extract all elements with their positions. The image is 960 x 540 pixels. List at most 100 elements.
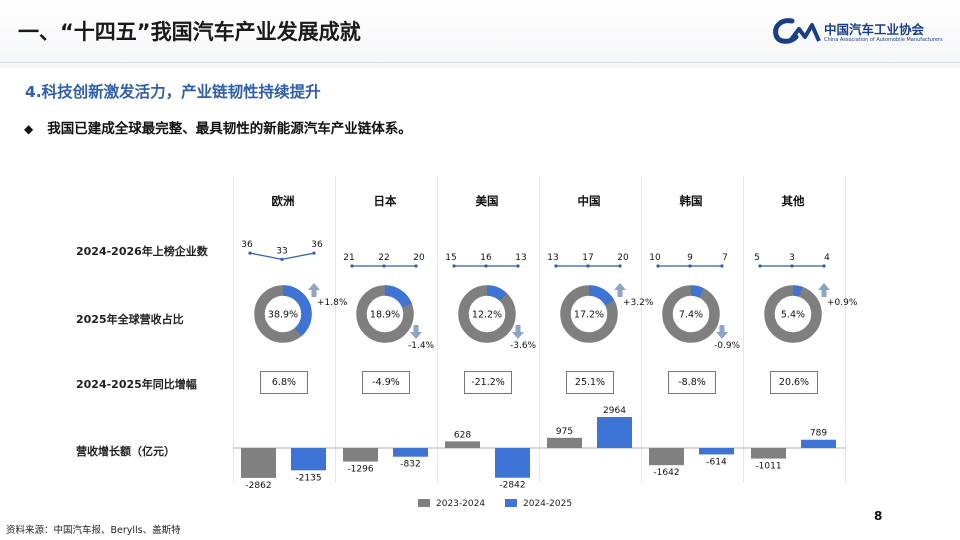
count-point [516,264,520,268]
increment-bar [343,448,378,462]
increment-bar [241,448,276,478]
count-label: 22 [378,253,389,263]
count-point [484,264,488,268]
row-label-enterprises: 2024-2026年上榜企业数 [76,245,208,258]
growth-value-box: 6.8% [260,371,308,394]
count-point [350,264,354,268]
growth-value-box: 25.1% [566,371,614,394]
increment-label: -1642 [653,468,679,478]
column-header: 欧洲 [271,194,295,208]
count-label: 4 [824,253,830,263]
count-point [452,264,456,268]
count-point [790,264,794,268]
count-point [248,251,252,255]
count-label: 5 [754,253,760,263]
increment-bar [547,437,582,448]
count-label: 20 [413,253,425,263]
count-label: 36 [241,240,253,250]
trend-change-label: -0.9% [714,341,741,351]
increment-bar [445,441,480,448]
count-label: 13 [547,253,558,263]
org-name-cn: 中国汽车工业协会 [824,22,925,37]
trend-change-label: +1.8% [317,298,348,308]
column-header: 其他 [781,194,805,208]
donut-share-arc [356,285,414,343]
count-label: 20 [617,253,629,263]
count-point [586,264,590,268]
header-divider [0,62,960,63]
column-header: 中国 [577,194,601,208]
count-point [554,264,558,268]
legend-swatch [505,499,517,507]
section-subtitle: 4.科技创新激发活力，产业链韧性持续提升 [25,83,321,101]
count-label: 9 [687,253,693,263]
trend-down-icon [512,325,524,339]
caam-logo-mark [773,18,821,44]
donut-share-arc [560,285,618,343]
increment-label: -832 [400,460,420,470]
donut-share-label: 12.2% [472,310,502,321]
count-point [720,264,724,268]
source-note: 资料来源：中国汽车报、Berylls、盖斯特 [6,525,181,536]
caam-logo: 中国汽车工业协会 China Association of Automobile… [772,17,952,57]
column-separator [233,176,234,483]
trend-down-icon [410,325,422,339]
count-label: 7 [722,253,728,263]
count-point [618,264,622,268]
legend-label: 2024-2025 [523,499,573,509]
page-number: 8 [874,509,883,523]
bullet-point: ◆ 我国已建成全球最完整、最具韧性的新能源汽车产业链体系。 [24,117,412,137]
donut-share-arc [662,285,720,343]
count-label: 17 [582,253,593,263]
increment-label: 789 [810,429,827,439]
donut-share-label: 17.2% [574,310,604,321]
column-header: 日本 [373,194,397,208]
column-separator [539,176,540,483]
donut-share-label: 7.4% [679,310,703,321]
trend-up-icon [308,283,320,297]
count-label: 13 [515,253,526,263]
increment-label: -1296 [347,465,373,475]
count-point [656,264,660,268]
donut-share-label: 18.9% [370,310,400,321]
increment-label: 628 [454,430,471,440]
increment-bar [751,448,786,459]
row-label-growth: 2024-2025年同比增幅 [76,378,197,391]
growth-value-box: -21.2% [464,371,512,394]
increment-bar [699,448,734,455]
increment-label: -2842 [499,481,525,491]
growth-value-box: -8.8% [668,371,716,394]
header-bar [0,0,960,68]
count-point [688,264,692,268]
trend-up-icon [818,283,830,297]
growth-value-box: -4.9% [362,371,410,394]
increment-bar [495,448,530,478]
count-label: 10 [649,253,661,263]
trend-change-label: +0.9% [827,298,858,308]
increment-bar [801,439,836,448]
legend-swatch [418,499,430,507]
legend-item-2024-2025: 2024-2025 [505,499,572,509]
count-point [414,264,418,268]
increment-label: -614 [706,457,727,467]
count-label: 21 [343,253,354,263]
count-label: 33 [276,246,287,256]
increment-label: 2964 [603,406,626,416]
column-separator [437,176,438,483]
increment-bar [649,448,684,466]
increment-label: -1011 [755,462,781,472]
count-point [312,251,316,255]
increment-label: -2135 [295,473,321,483]
count-label: 3 [789,253,795,263]
increment-bar [291,448,326,471]
column-separator [845,176,846,483]
legend-item-2023-2024: 2023-2024 [418,499,485,509]
count-point [822,264,826,268]
donut-share-arc [254,285,312,343]
count-point [280,257,284,261]
donut-share-arc [458,285,516,343]
donut-share-arc [764,285,822,343]
org-name-en: China Association of Automobile Manufact… [824,37,943,43]
column-separator [641,176,642,483]
